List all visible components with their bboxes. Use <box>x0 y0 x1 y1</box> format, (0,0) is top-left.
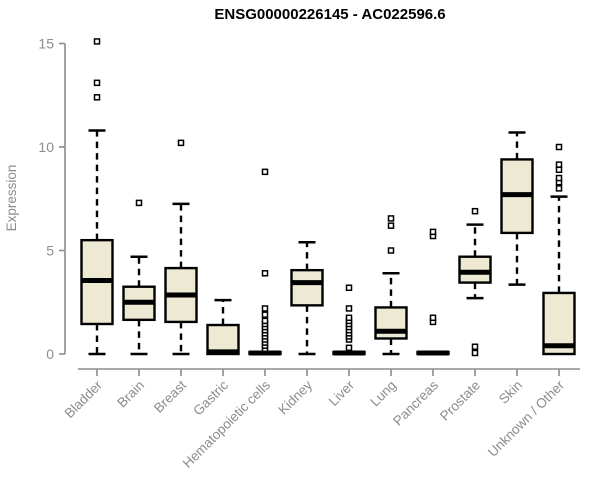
outlier-point <box>345 344 353 352</box>
boxplot-liver <box>332 284 366 356</box>
x-tick-label-gastric: Gastric <box>190 377 231 418</box>
y-tick-label: 10 <box>38 139 54 155</box>
outlier-point <box>135 199 143 207</box>
boxplot-brain <box>122 199 156 356</box>
boxplot-gastric <box>206 298 240 356</box>
box <box>290 268 324 307</box>
chart-title: ENSG00000226145 - AC022596.6 <box>214 6 446 23</box>
outlier-point <box>555 143 563 151</box>
boxplot-pancreas <box>416 228 450 356</box>
y-tick-label: 5 <box>46 243 54 259</box>
boxplot-kidney <box>290 240 324 356</box>
outlier-point <box>261 317 269 325</box>
outlier-point <box>471 349 479 357</box>
outlier-point <box>429 314 437 322</box>
outlier-point <box>345 314 353 322</box>
x-tick-label-prostate: Prostate <box>437 378 483 424</box>
x-tick-label-brain: Brain <box>114 378 147 411</box>
outlier-point <box>471 207 479 215</box>
x-tick-label-bladder: Bladder <box>62 377 106 421</box>
x-tick-label-liver: Liver <box>326 377 358 409</box>
outlier-point <box>93 94 101 101</box>
outlier-point <box>387 215 395 222</box>
outlier-point <box>261 311 269 318</box>
outlier-point <box>261 305 269 312</box>
outlier-point <box>555 174 563 182</box>
outlier-point <box>555 166 563 174</box>
outlier-point <box>261 270 269 277</box>
outlier-point <box>387 247 395 254</box>
x-tick-label-lung: Lung <box>367 378 399 410</box>
outlier-point <box>429 228 437 236</box>
x-tick-label-breast: Breast <box>151 377 189 415</box>
y-tick-label: 0 <box>46 346 54 362</box>
x-tick-label-unknown-other: Unknown / Other <box>485 377 568 460</box>
x-tick-label-skin: Skin <box>496 378 525 407</box>
outlier-point <box>261 168 269 176</box>
y-tick-label: 15 <box>38 36 54 52</box>
outlier-point <box>93 79 101 87</box>
x-tick-label-kidney: Kidney <box>275 377 315 417</box>
boxplot-bladder <box>80 38 114 356</box>
outlier-point <box>387 222 395 229</box>
outlier-point <box>345 284 353 292</box>
y-axis-label: Expression <box>4 165 19 232</box>
boxplot-hematopoietic-cells <box>248 168 282 356</box>
outlier-point <box>471 343 479 351</box>
boxplot-unknown-other <box>542 143 576 356</box>
outlier-point <box>555 161 563 168</box>
boxplot-skin <box>500 131 534 286</box>
outlier-point <box>345 305 353 312</box>
outlier-point <box>177 139 185 147</box>
x-tick-label-pancreas: Pancreas <box>390 377 441 428</box>
box <box>374 306 408 340</box>
boxplot-breast <box>164 139 198 356</box>
boxplot-prostate <box>458 207 492 357</box>
box <box>458 255 492 284</box>
outlier-point <box>555 185 563 192</box>
box <box>206 323 240 356</box>
boxplot-lung <box>374 215 408 356</box>
outlier-point <box>93 38 101 45</box>
